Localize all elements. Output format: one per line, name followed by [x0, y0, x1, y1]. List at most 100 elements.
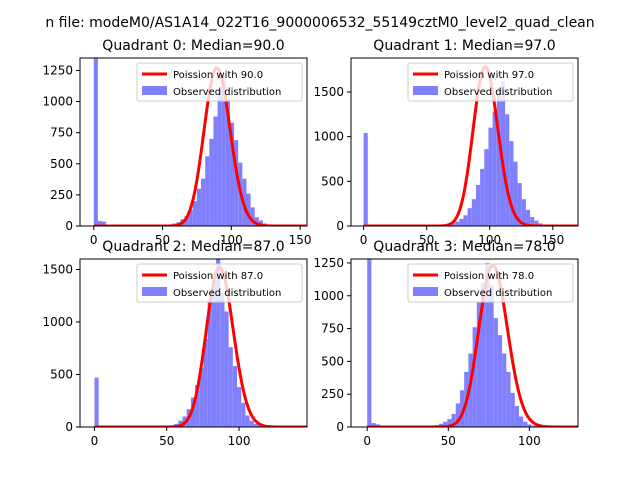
plot-area-3 — [367, 259, 578, 427]
x-tick-label: 150 — [541, 233, 564, 247]
hist-bar — [438, 423, 444, 427]
x-tick-label: 100 — [478, 233, 501, 247]
x-tick-label: 100 — [228, 434, 251, 448]
hist-bar — [517, 183, 522, 226]
hist-bar — [220, 292, 225, 427]
legend-fit-label: Poission with 87.0 — [173, 271, 263, 282]
hist-bar — [102, 221, 107, 226]
legend-hist-swatch — [142, 86, 167, 95]
y-tick-label: 1000 — [42, 315, 73, 329]
hist-bar — [509, 141, 514, 226]
hist-bar — [213, 116, 218, 226]
axes-frame — [350, 57, 579, 227]
x-tick-label: 50 — [419, 233, 434, 247]
y-tick-label: 500 — [321, 354, 344, 368]
hist-bar — [253, 423, 258, 427]
hist-bar — [195, 385, 200, 427]
hist-bar — [455, 221, 460, 226]
hist-bar — [463, 215, 468, 226]
legend: Poission with 78.0 Observed distribution — [407, 263, 574, 303]
hist-bar — [510, 392, 515, 427]
y-tick-label: 750 — [50, 126, 73, 140]
hist-bar — [523, 421, 528, 427]
legend-box — [407, 62, 574, 102]
y-tick-label: 1250 — [42, 63, 73, 77]
hist-bar — [216, 259, 221, 427]
legend-fit-label: Poission with 78.0 — [444, 271, 534, 282]
legend-box — [136, 62, 303, 102]
x-tick-label: 150 — [289, 233, 312, 247]
hist-bar — [254, 217, 259, 226]
hist-bar — [451, 413, 456, 427]
hist-bar — [514, 406, 519, 427]
hist-bar — [211, 280, 217, 427]
hist-bar — [367, 259, 372, 427]
hist-bar — [527, 424, 532, 427]
y-tick-label: 1000 — [313, 130, 344, 144]
hist-bar — [472, 327, 477, 427]
axes-frame — [79, 258, 308, 428]
legend-hist-label: Observed distribution — [444, 87, 552, 98]
hist-bar — [371, 423, 376, 427]
legend-hist-swatch — [413, 86, 438, 95]
y-tick-label: 250 — [321, 387, 344, 401]
y-tick-label: 1000 — [313, 289, 344, 303]
hist-bar — [451, 223, 456, 226]
legend: Poission with 90.0 Observed distribution — [136, 62, 303, 102]
hist-bar — [476, 302, 482, 427]
hist-bar — [488, 127, 493, 226]
hist-bar — [221, 76, 226, 226]
legend-box — [407, 263, 574, 303]
hist-bar — [201, 178, 206, 226]
hist-bar — [525, 209, 531, 226]
axes-frame — [79, 57, 308, 227]
hist-bar — [97, 221, 103, 226]
y-tick-label: 0 — [65, 420, 73, 434]
y-tick-label: 1250 — [313, 256, 344, 270]
hist-bar — [245, 415, 250, 427]
hist-bar — [471, 199, 476, 226]
y-tick-label: 500 — [50, 157, 73, 171]
y-tick-label: 750 — [321, 322, 344, 336]
legend-fit-label: Poission with 90.0 — [173, 70, 263, 81]
hist-bar — [196, 188, 202, 226]
hist-bar — [481, 282, 486, 427]
y-tick-label: 1500 — [313, 85, 344, 99]
hist-bar — [489, 285, 494, 427]
hist-bar — [500, 81, 506, 226]
hist-bar — [199, 368, 204, 427]
panel-title: Quadrant 2: Median=87.0 — [102, 239, 284, 255]
legend-hist-swatch — [413, 287, 438, 296]
hist-bar — [246, 193, 251, 226]
hist-bar — [258, 220, 263, 226]
hist-bar — [505, 114, 510, 226]
hist-bar — [257, 425, 263, 427]
hist-bar — [234, 140, 239, 226]
y-tick-label: 500 — [50, 368, 73, 382]
legend: Poission with 87.0 Observed distribution — [136, 263, 303, 303]
axes-frame — [350, 258, 579, 428]
hist-bar — [506, 371, 511, 427]
hist-bar — [497, 335, 503, 427]
hist-bar — [203, 338, 208, 427]
hist-bar — [496, 87, 501, 226]
y-tick-label: 500 — [321, 174, 344, 188]
hist-bar — [502, 353, 507, 427]
hist-bar — [192, 201, 197, 226]
hist-bar — [94, 377, 99, 427]
panel-title: Quadrant 1: Median=97.0 — [373, 38, 555, 54]
hist-bar — [513, 161, 518, 226]
x-tick-label: 100 — [518, 434, 541, 448]
hist-bar — [518, 416, 524, 427]
legend-hist-swatch — [142, 287, 167, 296]
x-tick-label: 0 — [360, 233, 368, 247]
hist-bar — [492, 111, 497, 226]
hist-bar — [184, 216, 189, 226]
hist-bar — [467, 208, 472, 226]
hist-bar — [237, 387, 242, 427]
x-tick-label: 0 — [90, 233, 98, 247]
